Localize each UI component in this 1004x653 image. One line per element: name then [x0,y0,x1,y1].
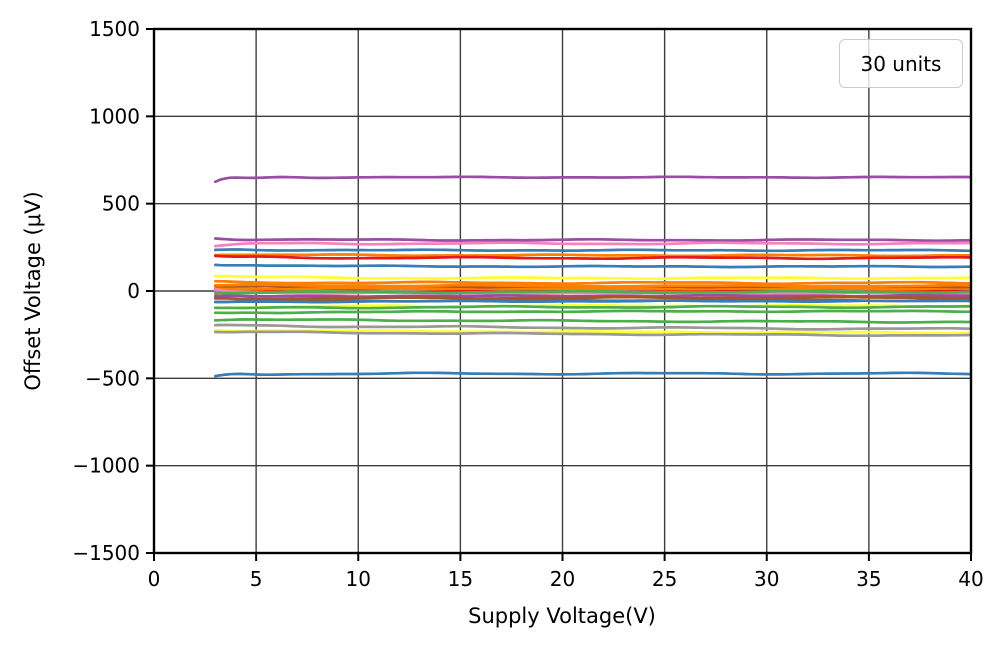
x-tick-label: 20 [550,567,575,591]
x-tick-label: 0 [148,567,161,591]
x-tick-label: 15 [448,567,473,591]
series-line-unit-22 [213,299,971,304]
plot-frame [152,27,973,555]
series-line-unit-27 [213,323,971,331]
series-line-unit-18 [213,289,971,295]
x-tick-label: 5 [250,567,263,591]
series-line-unit-7 [213,263,971,269]
series-line-unit-2 [213,237,971,243]
x-tick-label: 10 [346,567,371,591]
legend-box: 30 units [839,39,963,88]
y-tick-label: −500 [85,366,140,390]
x-tick-label: 40 [958,567,983,591]
series-line-unit-6 [213,254,971,261]
series-line-unit-28 [213,328,971,335]
x-axis-label: Supply Voltage(V) [468,604,656,628]
series-line-unit-5 [213,253,971,258]
legend-label: 30 units [860,51,942,76]
series-line-unit-25 [213,309,971,315]
series-line-unit-3 [213,241,971,248]
x-tick-label: 30 [754,567,779,591]
y-tick-label: 0 [127,279,140,303]
x-tick-label: 35 [856,567,881,591]
series-line-unit-24 [213,304,971,310]
series-group [213,175,971,378]
series-line-unit-15 [213,286,971,292]
y-tick-label: 500 [102,192,140,216]
series-line-unit-26 [213,318,971,324]
y-tick-label: 1500 [89,17,140,41]
series-line-unit-11 [213,283,971,288]
x-tick-label: 25 [652,567,677,591]
y-tick-label: 1000 [89,104,140,128]
series-line-unit-23 [213,303,971,310]
series-line-unit-29 [213,330,971,338]
series-line-unit-4 [213,248,971,253]
series-line-unit-8 [213,274,971,281]
y-axis-label: Offset Voltage (μV) [21,191,45,391]
series-line-unit-20 [213,295,971,301]
series-line-unit-1 [213,175,971,184]
y-tick-label: −1000 [72,454,140,478]
y-tick-label: −1500 [72,541,140,565]
series-line-unit-9 [213,279,971,286]
series-line-unit-30 [213,371,971,378]
